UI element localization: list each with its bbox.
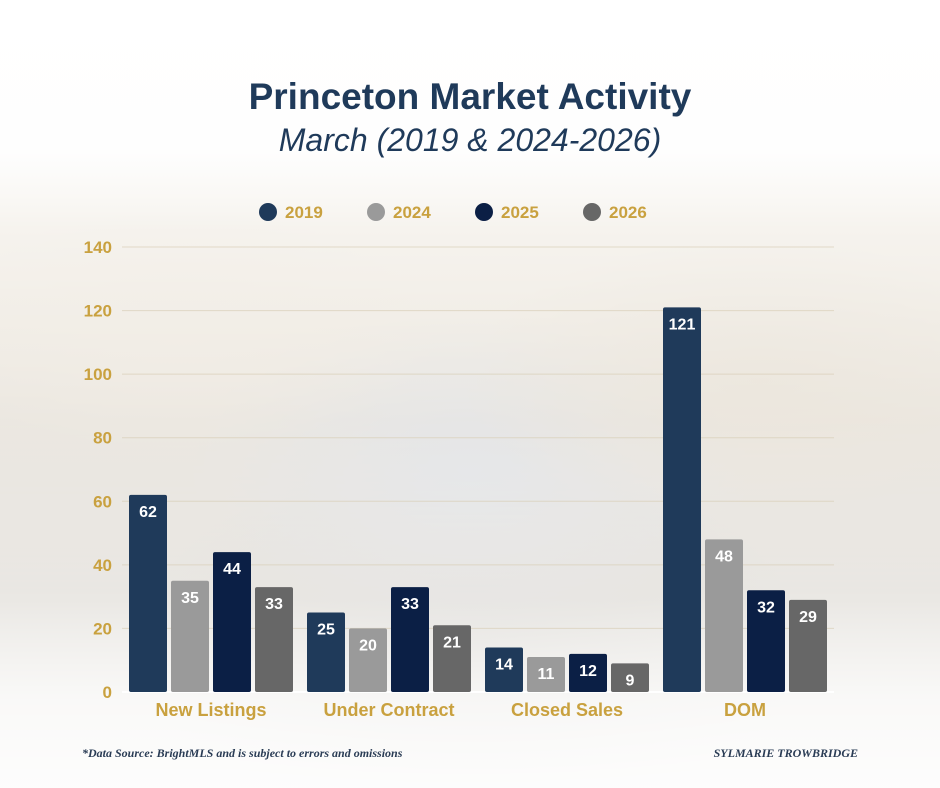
bar: [129, 494, 167, 692]
y-tick-label: 120: [84, 302, 112, 321]
legend-marker: [367, 203, 385, 221]
y-tick-label: 140: [84, 238, 112, 257]
data-label: 14: [495, 657, 513, 674]
y-tick-label: 60: [93, 492, 112, 511]
chart-title: Princeton Market Activity: [248, 76, 692, 117]
bar: [663, 307, 701, 692]
bar: [569, 653, 607, 692]
data-label: 33: [401, 596, 419, 613]
data-label: 121: [669, 316, 696, 333]
y-tick-label: 80: [93, 429, 112, 448]
data-label: 25: [317, 622, 335, 639]
y-tick-label: 20: [93, 619, 112, 638]
legend-marker: [259, 203, 277, 221]
data-label: 11: [538, 666, 555, 683]
data-label: 48: [715, 548, 733, 565]
bar: [789, 599, 827, 692]
data-label: 62: [139, 504, 157, 521]
bar: [527, 657, 565, 692]
bar: [255, 587, 293, 692]
x-category-label: Closed Sales: [511, 700, 623, 720]
legend-label: 2026: [609, 203, 647, 222]
chart-subtitle: March (2019 & 2024-2026): [278, 122, 662, 158]
legend-label: 2019: [285, 203, 323, 222]
x-category-label: New Listings: [155, 700, 266, 720]
data-label: 21: [443, 634, 461, 651]
bar: [705, 539, 743, 692]
bar: [307, 612, 345, 692]
bar: [747, 590, 785, 692]
legend-marker: [475, 203, 493, 221]
y-tick-label: 0: [103, 683, 112, 702]
data-label: 35: [181, 590, 199, 607]
legend-label: 2024: [393, 203, 431, 222]
bar: [213, 552, 251, 692]
x-category-label: DOM: [724, 700, 766, 720]
bar: [391, 587, 429, 692]
bar: [349, 628, 387, 692]
x-category-label: Under Contract: [323, 700, 454, 720]
legend-label: 2025: [501, 203, 539, 222]
bar: [433, 625, 471, 692]
y-tick-label: 100: [84, 365, 112, 384]
y-tick-label: 40: [93, 556, 112, 575]
data-label: 29: [799, 609, 817, 626]
data-source-note: *Data Source: BrightMLS and is subject t…: [82, 746, 403, 760]
brand-name: SYLMARIE TROWBRIDGE: [713, 746, 858, 760]
data-label: 44: [223, 561, 241, 578]
data-label: 12: [579, 663, 597, 680]
data-label: 9: [626, 672, 635, 689]
bar: [485, 647, 523, 692]
data-label: 33: [265, 596, 283, 613]
data-label: 32: [757, 599, 775, 616]
data-label: 20: [359, 637, 377, 654]
bar: [611, 663, 649, 692]
bar: [171, 580, 209, 692]
legend-marker: [583, 203, 601, 221]
